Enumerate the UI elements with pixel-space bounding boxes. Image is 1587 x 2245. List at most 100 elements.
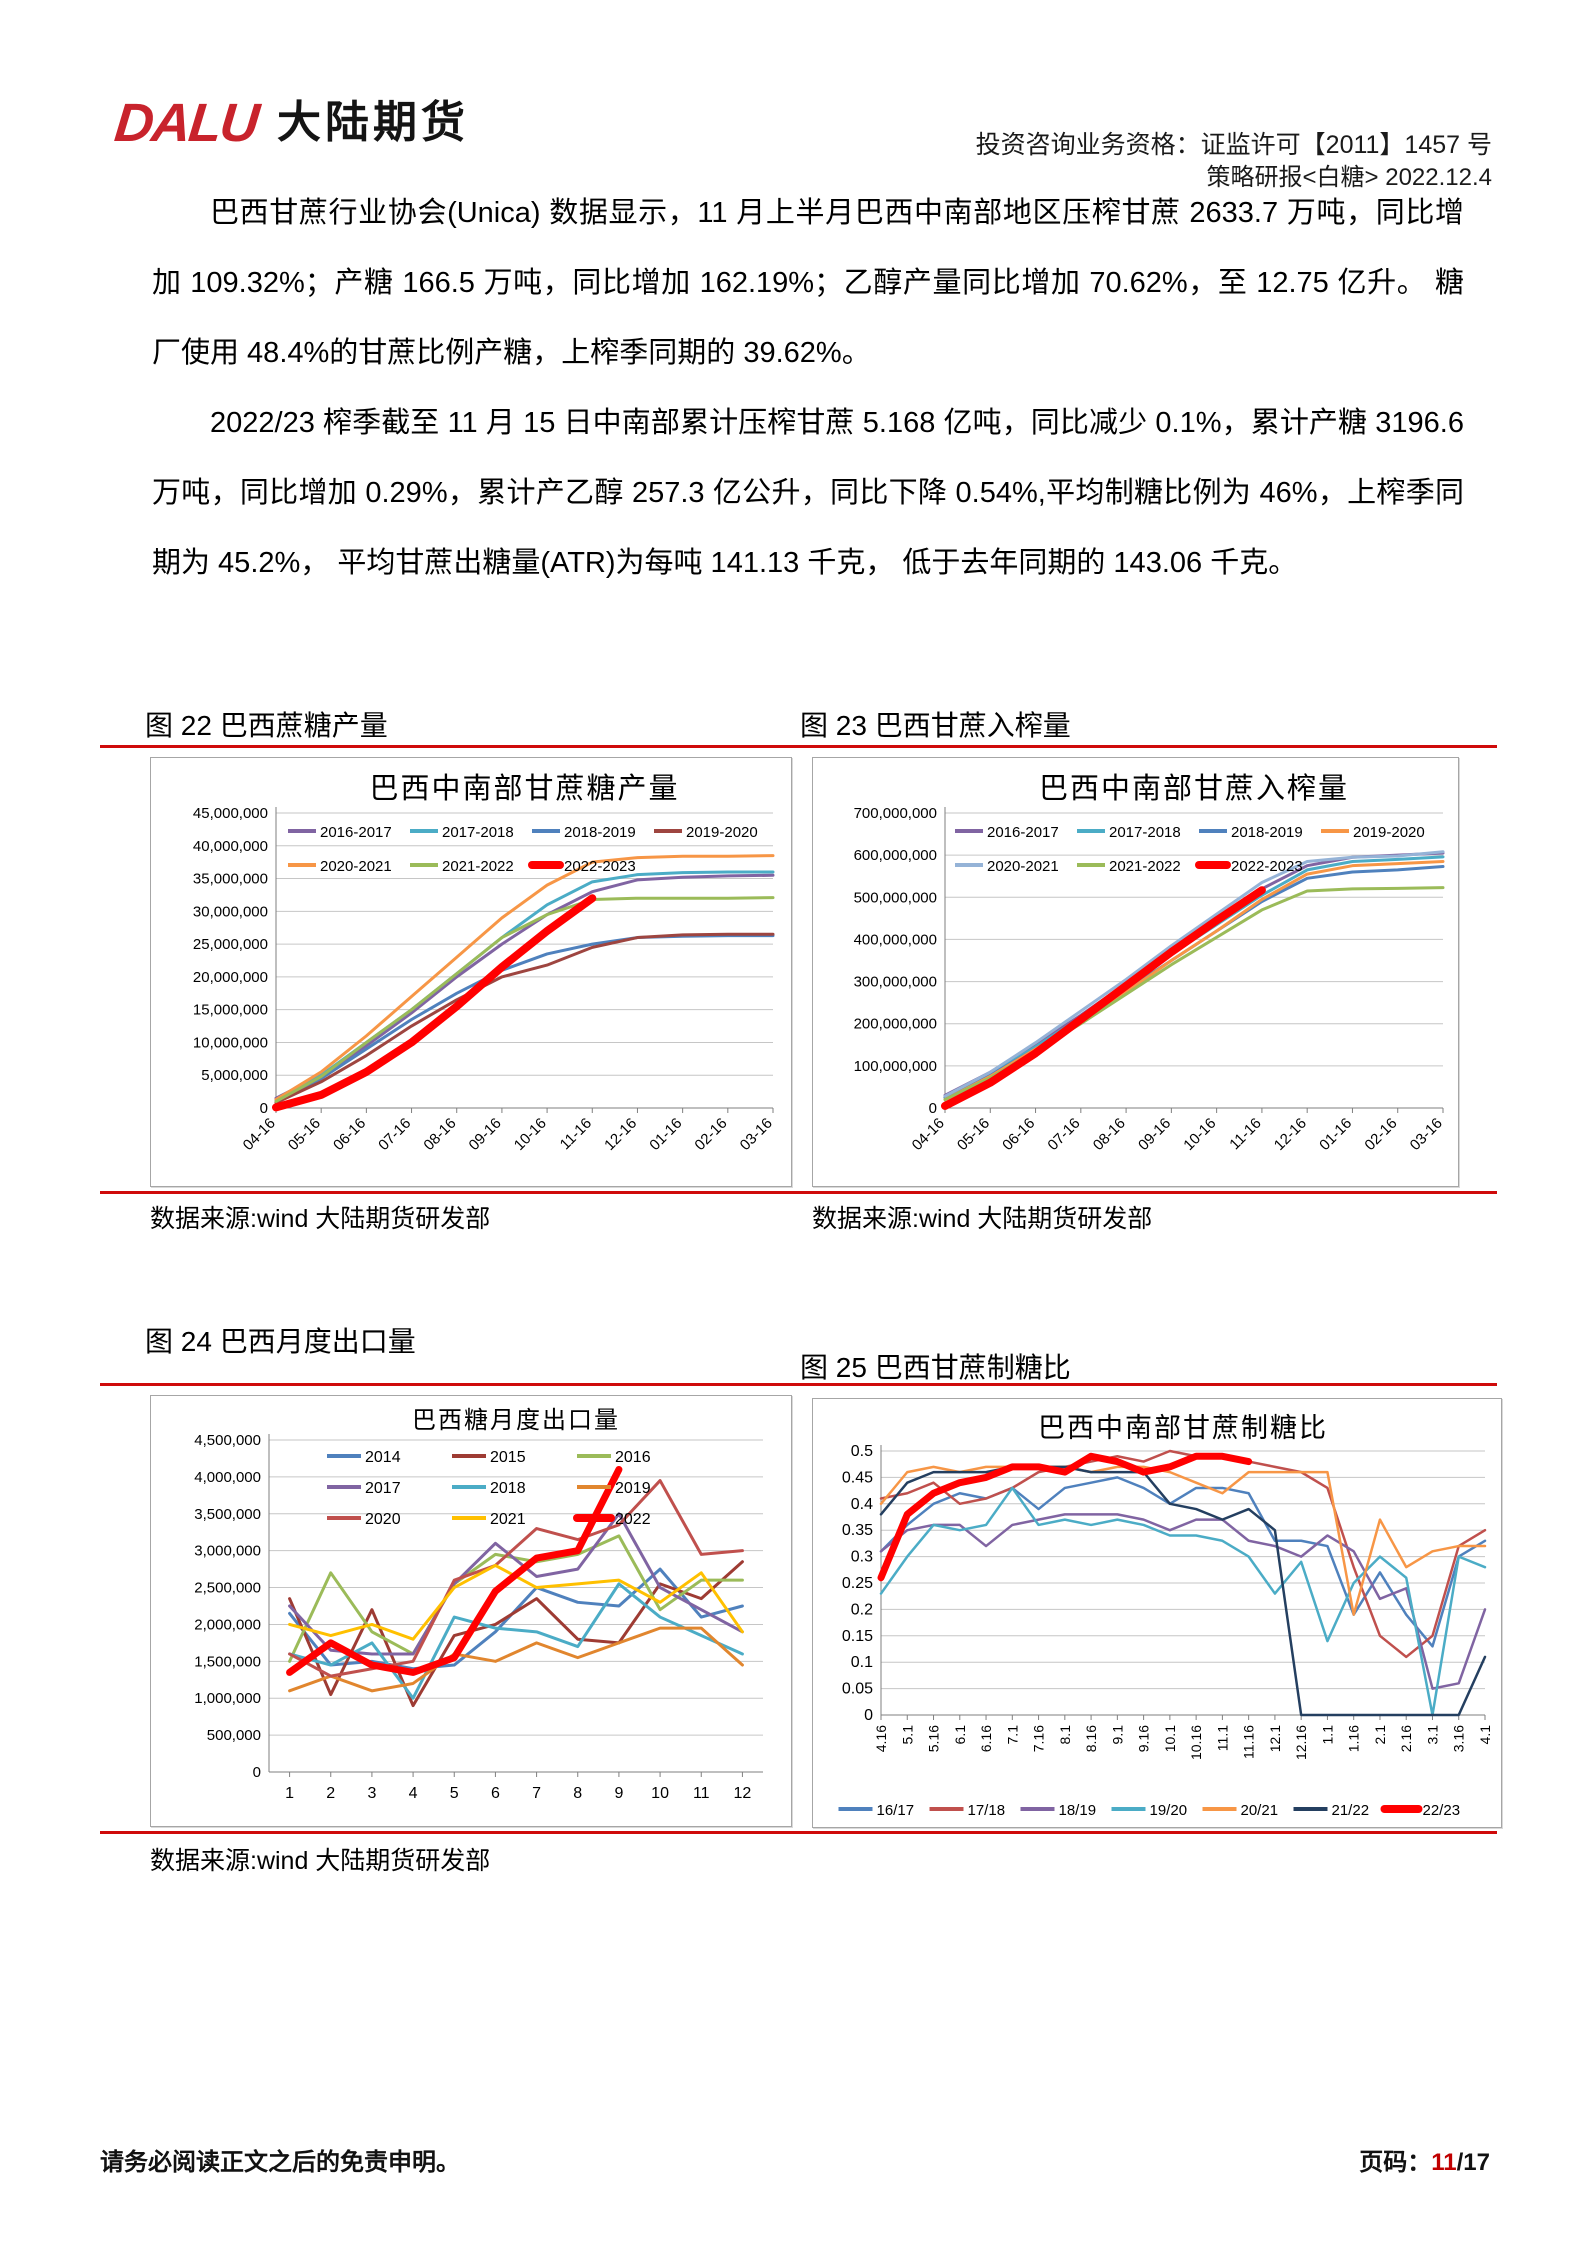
svg-text:0.45: 0.45	[842, 1469, 873, 1486]
chart-brazil-sugar-production: 巴西中南部甘蔗糖产量 0 5,000,000 10,000,000 15,000,000…	[193, 772, 776, 1154]
chart-divider-line-1	[100, 1191, 1497, 1194]
svg-text:35,000,000: 35,000,000	[193, 871, 268, 888]
svg-text:500,000,000: 500,000,000	[854, 889, 937, 906]
svg-text:2.1: 2.1	[1372, 1725, 1388, 1745]
svg-text:12-16: 12-16	[601, 1115, 640, 1154]
svg-text:2: 2	[326, 1785, 335, 1802]
svg-text:10-16: 10-16	[511, 1115, 550, 1154]
data-source-note-2: 数据来源:wind 大陆期货研发部	[812, 1205, 1153, 1233]
svg-text:7: 7	[532, 1785, 541, 1802]
svg-text:7.1: 7.1	[1004, 1725, 1020, 1745]
svg-text:1,500,000: 1,500,000	[194, 1653, 261, 1670]
svg-text:09-16: 09-16	[466, 1115, 505, 1154]
svg-text:03-16: 03-16	[1407, 1115, 1446, 1154]
svg-text:04-16: 04-16	[240, 1115, 279, 1154]
chart-brazil-monthly-exports: 巴西糖月度出口量 0 500,000 1,000,000 1,500,000 2,000,…	[194, 1407, 763, 1802]
svg-text:0.15: 0.15	[842, 1628, 873, 1645]
svg-text:1: 1	[285, 1785, 294, 1802]
footer-page-number: 页码：11/17	[1359, 2142, 1490, 2177]
svg-text:2017-2018: 2017-2018	[442, 824, 514, 841]
svg-text:2,500,000: 2,500,000	[194, 1580, 261, 1597]
data-source-note-3: 数据来源:wind 大陆期货研发部	[150, 1847, 491, 1875]
svg-text:500,000: 500,000	[207, 1727, 261, 1744]
page-total: /17	[1456, 2149, 1490, 2176]
svg-text:2.16: 2.16	[1398, 1725, 1414, 1752]
svg-text:0.35: 0.35	[842, 1522, 873, 1539]
svg-text:2021: 2021	[490, 1511, 526, 1528]
svg-text:2017-2018: 2017-2018	[1109, 824, 1181, 841]
svg-text:10: 10	[651, 1785, 669, 1802]
svg-text:11: 11	[693, 1785, 710, 1802]
svg-text:9.1: 9.1	[1109, 1725, 1125, 1745]
svg-text:9: 9	[614, 1785, 623, 1802]
svg-text:05-16: 05-16	[954, 1115, 993, 1154]
page-label: 页码：	[1359, 2149, 1432, 2176]
svg-text:06-16: 06-16	[330, 1115, 369, 1154]
svg-text:10-16: 10-16	[1180, 1115, 1219, 1154]
svg-text:200,000,000: 200,000,000	[854, 1016, 937, 1033]
svg-text:2022-2023: 2022-2023	[1231, 858, 1303, 875]
svg-text:5.1: 5.1	[899, 1725, 915, 1745]
svg-text:4.16: 4.16	[873, 1725, 889, 1752]
page-current: 11	[1431, 2149, 1457, 2176]
svg-text:2015: 2015	[490, 1449, 526, 1466]
svg-text:07-16: 07-16	[1044, 1115, 1083, 1154]
svg-text:1.1: 1.1	[1319, 1725, 1335, 1745]
svg-text:600,000,000: 600,000,000	[854, 847, 937, 864]
svg-text:巴西中南部甘蔗制糖比: 巴西中南部甘蔗制糖比	[1038, 1413, 1328, 1443]
svg-text:400,000,000: 400,000,000	[854, 931, 937, 948]
svg-text:17/18: 17/18	[968, 1802, 1006, 1819]
svg-text:9.16: 9.16	[1136, 1725, 1152, 1752]
svg-text:10.16: 10.16	[1188, 1725, 1204, 1760]
svg-text:3.16: 3.16	[1451, 1725, 1467, 1752]
svg-text:02-16: 02-16	[691, 1115, 730, 1154]
svg-text:2020-2021: 2020-2021	[987, 858, 1059, 875]
svg-text:1,000,000: 1,000,000	[194, 1690, 261, 1707]
footer-disclaimer: 请务必阅读正文之后的免责申明。	[100, 2149, 460, 2176]
svg-text:巴西中南部甘蔗糖产量: 巴西中南部甘蔗糖产量	[369, 772, 679, 805]
data-source-note-1: 数据来源:wind 大陆期货研发部	[150, 1205, 491, 1233]
caption-divider-line-2	[100, 1383, 1497, 1386]
figure-22-caption: 图 22 巴西蔗糖产量	[145, 710, 388, 741]
svg-text:2020-2021: 2020-2021	[320, 858, 392, 875]
chart-box-sugar-mix-ratio: 巴西中南部甘蔗制糖比 0 0.05 0.1 0.15 0.2 0.25 0.3 0.35 0.4 0…	[812, 1398, 1502, 1828]
svg-text:2014: 2014	[365, 1449, 401, 1466]
svg-text:0.5: 0.5	[851, 1443, 873, 1460]
svg-text:11-16: 11-16	[1226, 1115, 1264, 1153]
svg-text:08-16: 08-16	[420, 1115, 459, 1154]
svg-text:3,000,000: 3,000,000	[194, 1543, 261, 1560]
svg-text:10,000,000: 10,000,000	[193, 1034, 268, 1051]
svg-text:05-16: 05-16	[285, 1115, 324, 1154]
svg-text:12-16: 12-16	[1271, 1115, 1310, 1154]
svg-text:03-16: 03-16	[737, 1115, 776, 1154]
svg-text:巴西中南部甘蔗入榨量: 巴西中南部甘蔗入榨量	[1039, 772, 1349, 805]
svg-text:0.4: 0.4	[851, 1496, 873, 1513]
svg-text:0: 0	[253, 1764, 261, 1781]
svg-text:0.1: 0.1	[851, 1654, 873, 1671]
svg-text:2016: 2016	[615, 1449, 651, 1466]
chart-divider-line-2	[100, 1831, 1497, 1834]
svg-text:3.1: 3.1	[1424, 1725, 1440, 1745]
svg-text:6.16: 6.16	[978, 1725, 994, 1752]
figure-25-caption: 图 25 巴西甘蔗制糖比	[800, 1352, 1071, 1383]
svg-text:3,500,000: 3,500,000	[194, 1506, 261, 1523]
svg-text:3: 3	[367, 1785, 376, 1802]
figure-23-caption: 图 23 巴西甘蔗入榨量	[800, 710, 1071, 741]
svg-text:6: 6	[491, 1785, 500, 1802]
svg-text:12.1: 12.1	[1267, 1725, 1283, 1752]
report-title-date: 策略研报<白糖> 2022.12.4	[1206, 164, 1492, 191]
header-meta: 投资咨询业务资格：证监许可【2011】1457 号 策略研报<白糖> 2022.…	[976, 128, 1492, 194]
svg-text:25,000,000: 25,000,000	[193, 936, 268, 953]
svg-text:0.05: 0.05	[842, 1681, 873, 1698]
chart-box-sugar-production: 巴西中南部甘蔗糖产量 0 5,000,000 10,000,000 15,000,000…	[150, 757, 792, 1187]
svg-text:8.16: 8.16	[1083, 1725, 1099, 1752]
svg-text:19/20: 19/20	[1150, 1802, 1188, 1819]
svg-text:2017: 2017	[365, 1480, 401, 1497]
svg-text:20,000,000: 20,000,000	[193, 969, 268, 986]
svg-text:2019: 2019	[615, 1480, 651, 1497]
svg-text:2,000,000: 2,000,000	[194, 1616, 261, 1633]
svg-text:7.16: 7.16	[1031, 1725, 1047, 1752]
svg-text:4,500,000: 4,500,000	[194, 1432, 261, 1449]
svg-text:4,000,000: 4,000,000	[194, 1469, 261, 1486]
svg-text:11-16: 11-16	[557, 1115, 595, 1153]
